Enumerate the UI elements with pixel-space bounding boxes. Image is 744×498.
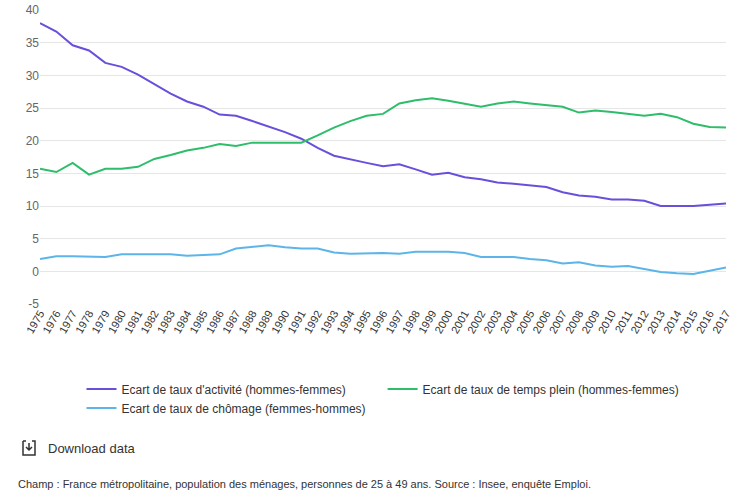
svg-text:20: 20 xyxy=(26,134,40,148)
svg-text:2015: 2015 xyxy=(677,308,700,335)
svg-text:2007: 2007 xyxy=(547,308,570,335)
svg-text:1987: 1987 xyxy=(220,308,243,335)
svg-text:2005: 2005 xyxy=(514,308,537,335)
svg-text:10: 10 xyxy=(26,199,40,213)
svg-text:1999: 1999 xyxy=(416,308,439,335)
svg-text:1976: 1976 xyxy=(40,308,63,335)
svg-text:1994: 1994 xyxy=(334,308,357,335)
svg-text:1990: 1990 xyxy=(269,308,292,335)
svg-text:1997: 1997 xyxy=(383,308,406,335)
svg-text:1977: 1977 xyxy=(57,308,80,335)
svg-text:2002: 2002 xyxy=(465,308,488,335)
svg-text:35: 35 xyxy=(26,36,40,50)
svg-text:1993: 1993 xyxy=(318,308,341,335)
svg-text:1996: 1996 xyxy=(367,308,390,335)
svg-text:2003: 2003 xyxy=(481,308,504,335)
svg-text:1991: 1991 xyxy=(285,308,308,335)
svg-text:1983: 1983 xyxy=(155,308,178,335)
svg-text:1981: 1981 xyxy=(122,308,145,335)
svg-text:1982: 1982 xyxy=(138,308,161,335)
svg-text:1988: 1988 xyxy=(236,308,259,335)
svg-text:1979: 1979 xyxy=(89,308,112,335)
svg-text:1984: 1984 xyxy=(171,308,194,335)
svg-text:2004: 2004 xyxy=(498,308,521,335)
svg-text:2001: 2001 xyxy=(449,308,472,335)
svg-text:1975: 1975 xyxy=(24,308,47,335)
svg-text:1992: 1992 xyxy=(302,308,325,335)
svg-text:25: 25 xyxy=(26,101,40,115)
svg-text:2014: 2014 xyxy=(661,308,684,335)
svg-text:-5: -5 xyxy=(28,297,39,311)
svg-text:Ecart de taux d'activité (homm: Ecart de taux d'activité (hommes-femmes) xyxy=(122,383,346,397)
svg-text:Ecart de taux de chômage (femm: Ecart de taux de chômage (femmes-hommes) xyxy=(122,402,366,416)
svg-text:1998: 1998 xyxy=(400,308,423,335)
svg-text:2000: 2000 xyxy=(432,308,455,335)
svg-text:5: 5 xyxy=(32,232,39,246)
svg-text:1995: 1995 xyxy=(351,308,374,335)
svg-text:2017: 2017 xyxy=(710,308,733,335)
svg-text:1985: 1985 xyxy=(187,308,210,335)
svg-text:2012: 2012 xyxy=(628,308,651,335)
svg-text:30: 30 xyxy=(26,69,40,83)
svg-text:Ecart de taux de temps plein (: Ecart de taux de temps plein (hommes-fem… xyxy=(423,383,679,397)
svg-text:2008: 2008 xyxy=(563,308,586,335)
svg-text:2009: 2009 xyxy=(579,308,602,335)
svg-text:0: 0 xyxy=(32,265,39,279)
svg-text:15: 15 xyxy=(26,167,40,181)
svg-text:1980: 1980 xyxy=(106,308,129,335)
svg-text:2016: 2016 xyxy=(694,308,717,335)
svg-text:2013: 2013 xyxy=(645,308,668,335)
svg-text:1986: 1986 xyxy=(204,308,227,335)
svg-text:1989: 1989 xyxy=(253,308,276,335)
svg-text:40: 40 xyxy=(26,3,40,17)
svg-text:2011: 2011 xyxy=(612,308,634,334)
svg-text:2010: 2010 xyxy=(596,308,619,335)
svg-text:1978: 1978 xyxy=(73,308,96,335)
html-text:Champ : France métropolitaine,: Champ : France métropolitaine, populatio… xyxy=(18,478,591,490)
html-text:Download data: Download data xyxy=(48,440,135,456)
svg-text:2006: 2006 xyxy=(530,308,553,335)
